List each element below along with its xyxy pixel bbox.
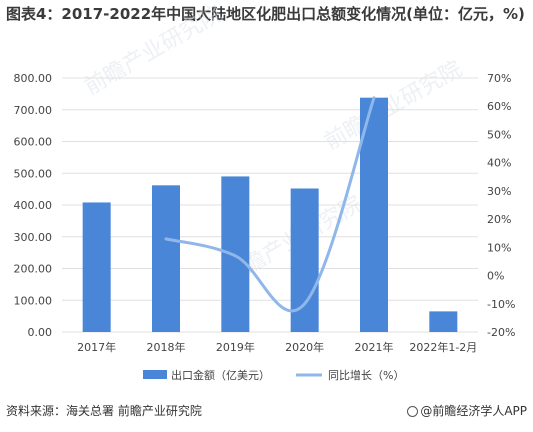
y-right-tick-label: 60% (487, 100, 511, 113)
y-left-tick-label: 700.00 (14, 104, 53, 117)
y-right-tick-label: 70% (487, 72, 511, 85)
y-right-tick-label: 0% (487, 270, 504, 283)
y-right-tick-label: 30% (487, 185, 511, 198)
watermark-text: 前瞻产业研究院 (81, 2, 227, 101)
bar (429, 311, 458, 332)
brand-credit: @前瞻经济学人APP (407, 402, 527, 419)
x-axis-labels: 2017年 2018年 2019年 2020年 2021年 2022年1-2月 (77, 340, 477, 354)
y-left-tick-label: 100.00 (14, 294, 53, 307)
bars (82, 97, 458, 332)
x-tick-label: 2021年 (355, 340, 394, 354)
x-tick-label: 2019年 (216, 340, 255, 354)
y-left-tick-label: 400.00 (14, 199, 53, 212)
chart-title: 图表4：2017-2022年中国大陆地区化肥出口总额变化情况(单位：亿元，%) (6, 5, 525, 23)
brand-text: @前瞻经济学人APP (420, 404, 527, 418)
bar (360, 97, 388, 332)
y-right-tick-label: 50% (487, 128, 511, 141)
bar (82, 202, 111, 332)
bar (152, 185, 180, 332)
y-axis-left-labels: 0.00 100.00 200.00 300.00 400.00 500.00 600.00… (14, 72, 53, 339)
gridlines (62, 77, 478, 333)
legend: 出口金额（亿美元） 同比增长（%） (143, 368, 404, 382)
y-right-tick-label: 20% (487, 213, 511, 226)
y-left-tick-label: 800.00 (14, 72, 53, 85)
source-note: 资料来源：海关总署 前瞻产业研究院 (6, 404, 202, 418)
x-tick-label: 2017年 (77, 340, 116, 354)
growth-line (164, 96, 376, 313)
y-left-tick-label: 200.00 (14, 263, 53, 276)
y-left-tick-label: 300.00 (14, 231, 53, 244)
y-right-tick-label: 40% (487, 157, 511, 170)
y-left-tick-label: 600.00 (14, 136, 53, 149)
y-right-tick-label: -10% (487, 298, 515, 311)
x-tick-label: 2020年 (285, 340, 324, 354)
brand-logo-icon (407, 406, 419, 417)
watermark-text: 前瞻产业研究院 (321, 57, 467, 156)
x-tick-label: 2018年 (147, 340, 186, 354)
y-left-tick-label: 500.00 (14, 167, 53, 180)
y-right-tick-label: 10% (487, 241, 511, 254)
legend-line-label: 同比增长（%） (328, 368, 404, 382)
watermarks: 前瞻产业研究院前瞻产业研究院前瞻产业研究院 (81, 2, 467, 291)
legend-bar-swatch (143, 370, 167, 379)
x-tick-label: 2022年1-2月 (409, 340, 477, 354)
y-axis-right-labels: -20% -10% 0% 10% 20% 30% 40% 50% 60% 70% (487, 72, 515, 339)
legend-bar-label: 出口金额（亿美元） (171, 368, 270, 382)
y-left-tick-label: 0.00 (28, 326, 53, 339)
bar (290, 188, 319, 332)
y-right-tick-label: -20% (487, 326, 515, 339)
